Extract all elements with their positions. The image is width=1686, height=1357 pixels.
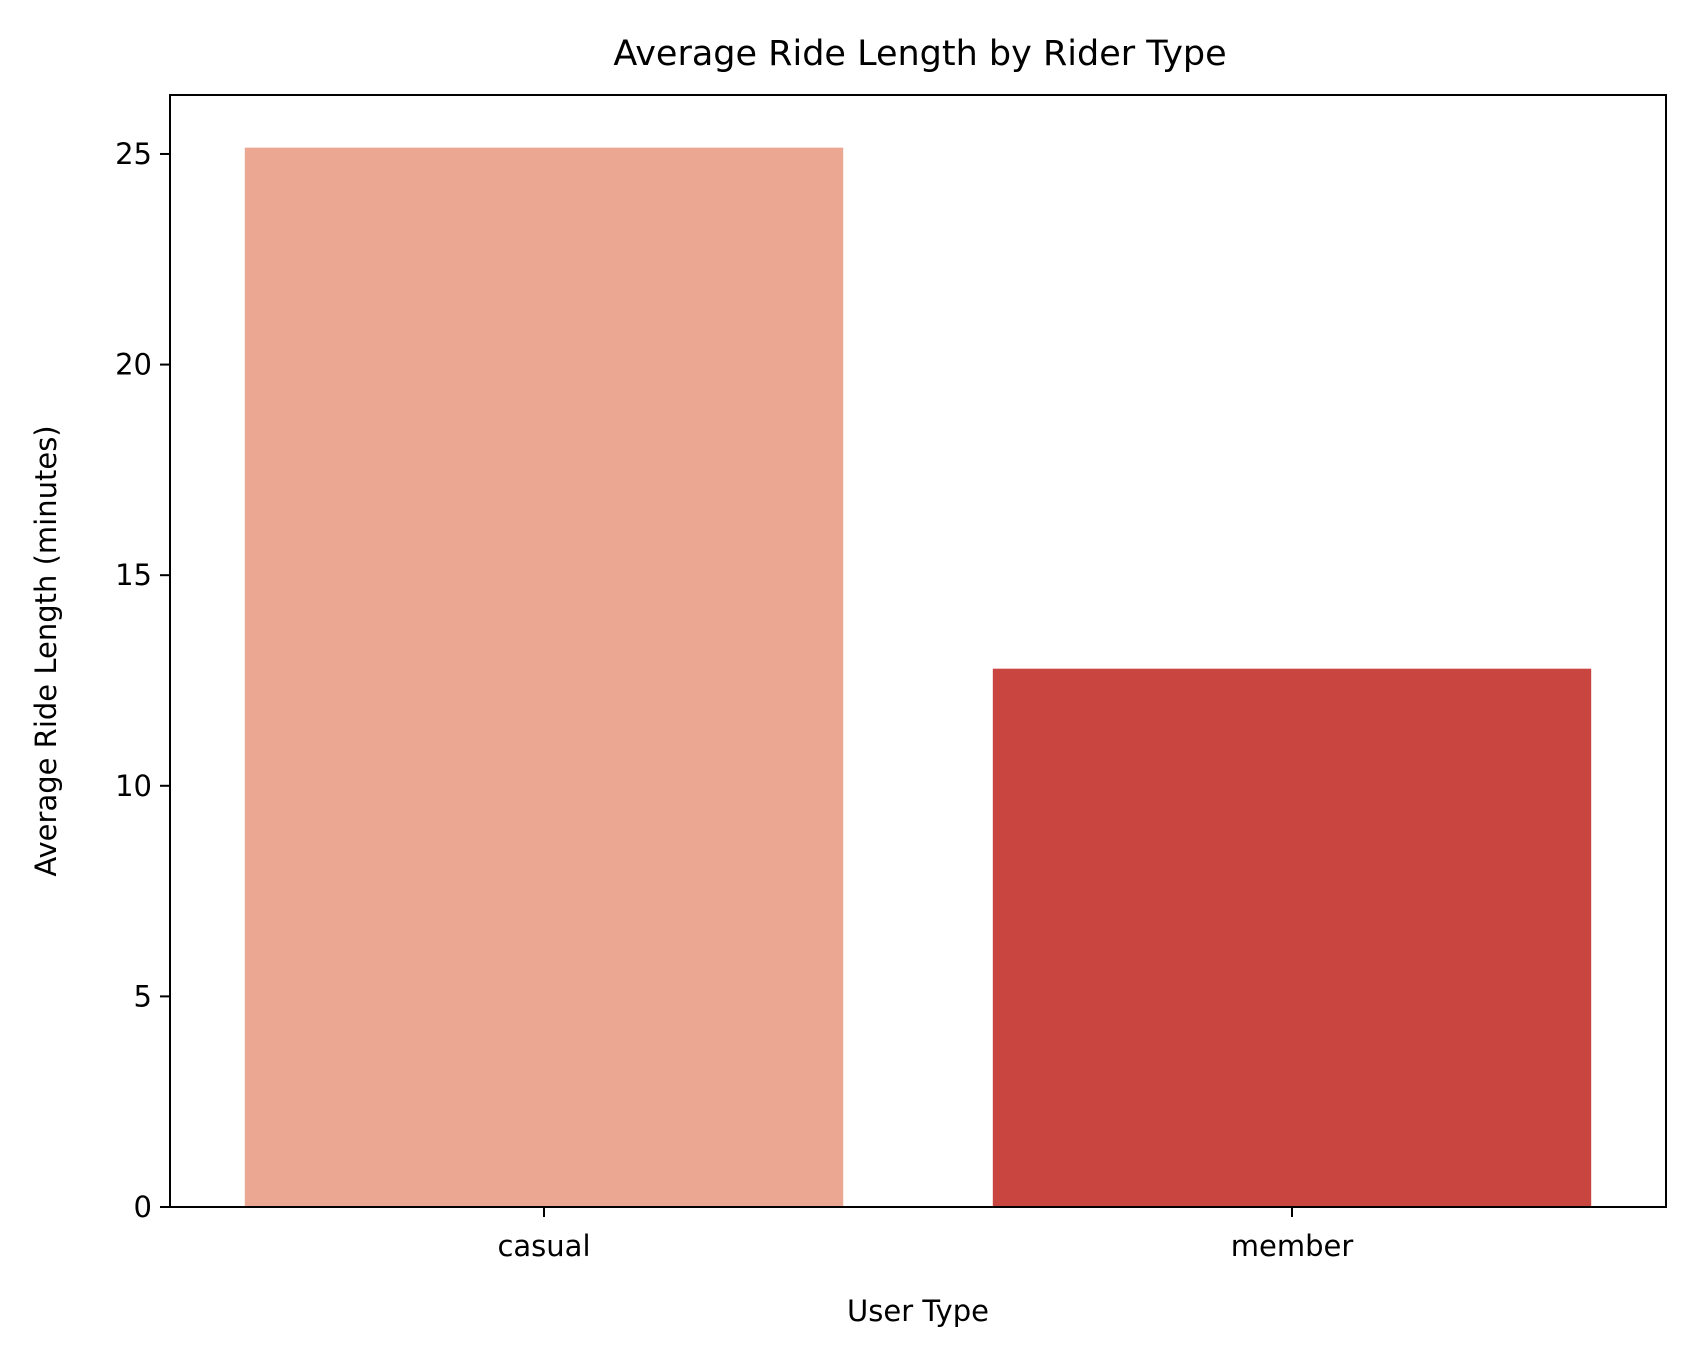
x-tick-label: casual	[497, 1229, 590, 1263]
y-tick-label: 25	[115, 137, 152, 171]
y-tick-label: 0	[134, 1190, 152, 1224]
y-tick-label: 10	[115, 769, 152, 803]
bar-member	[992, 668, 1592, 1207]
bars-layer	[244, 147, 1592, 1208]
x-axis-title: User Type	[847, 1294, 989, 1328]
x-axis: casual member	[497, 1207, 1353, 1263]
x-tick-label: member	[1231, 1229, 1354, 1263]
y-tick-label: 15	[115, 558, 152, 592]
chart-title: Average Ride Length by Rider Type	[613, 34, 1226, 74]
y-tick-label: 20	[115, 348, 152, 382]
plot-area-frame	[169, 94, 1667, 1208]
y-tick-label: 5	[134, 979, 152, 1013]
y-axis-title: Average Ride Length (minutes)	[29, 425, 63, 876]
y-axis: 0 5 10 15 20 25	[115, 137, 170, 1224]
bar-casual	[244, 147, 844, 1208]
